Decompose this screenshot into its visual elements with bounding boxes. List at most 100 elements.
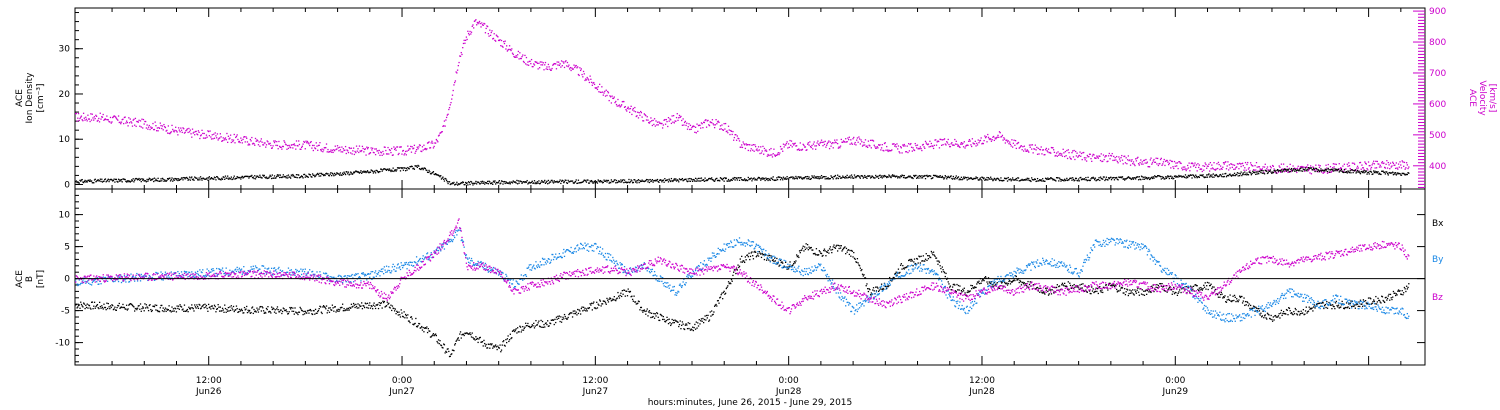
velocity-point: [669, 118, 671, 120]
velocity-point: [504, 40, 506, 42]
density-point: [1216, 174, 1218, 177]
density-point: [957, 176, 960, 178]
density-point: [271, 174, 273, 176]
density-point: [434, 173, 436, 176]
bx-point: [434, 333, 437, 335]
density-point: [1202, 174, 1204, 176]
density-point: [648, 181, 651, 184]
density-point: [1284, 169, 1286, 171]
velocity-point: [1053, 151, 1056, 154]
velocity-point: [1241, 162, 1244, 164]
density-point: [612, 180, 615, 183]
density-point: [496, 181, 498, 184]
density-point: [803, 177, 805, 180]
bx-point: [812, 249, 814, 251]
density-point: [577, 179, 580, 181]
velocity-point: [883, 150, 885, 152]
velocity-point: [453, 84, 455, 86]
density-point: [319, 172, 321, 175]
bx-point: [707, 314, 709, 317]
density-point: [175, 178, 177, 180]
density-point: [872, 175, 874, 178]
density-point: [497, 181, 500, 183]
velocity-point: [203, 132, 205, 135]
density-point: [80, 180, 82, 182]
density-point: [407, 166, 409, 169]
velocity-point: [1274, 171, 1276, 173]
bx-point: [328, 311, 331, 313]
velocity-point: [104, 118, 107, 120]
bx-point: [817, 254, 820, 256]
bx-point: [227, 306, 230, 309]
velocity-point: [940, 138, 942, 141]
density-point: [867, 175, 870, 177]
bx-point: [544, 322, 547, 325]
density-point: [279, 176, 281, 179]
bx-point: [142, 306, 144, 308]
density-point: [188, 176, 191, 178]
bx-point: [392, 307, 394, 309]
density-point: [591, 181, 593, 183]
velocity-point: [1249, 170, 1251, 172]
velocity-point: [1078, 154, 1080, 157]
density-point: [731, 179, 733, 182]
density-point: [666, 179, 668, 181]
bx-point: [177, 307, 179, 310]
density-point: [1160, 178, 1162, 180]
velocity-point: [1326, 172, 1329, 174]
velocity-point: [921, 149, 923, 152]
velocity-point: [863, 141, 865, 144]
density-point: [389, 169, 391, 171]
velocity-point: [699, 124, 701, 127]
density-point: [754, 179, 756, 181]
velocity-point: [596, 87, 598, 89]
density-point: [316, 173, 318, 175]
density-point: [1404, 174, 1406, 176]
density-point: [300, 175, 303, 177]
velocity-point: [946, 142, 949, 144]
velocity-point: [1244, 161, 1247, 164]
density-point: [652, 181, 654, 183]
density-point: [1035, 180, 1037, 183]
density-point: [501, 180, 503, 183]
velocity-point: [1063, 152, 1065, 154]
velocity-point: [785, 144, 787, 146]
density-point: [1314, 170, 1316, 173]
velocity-point: [199, 137, 201, 140]
density-point: [962, 178, 964, 180]
bx-point: [347, 309, 349, 311]
density-point: [158, 180, 161, 183]
velocity-point: [736, 135, 738, 137]
bx-point: [90, 308, 92, 310]
density-point: [1291, 170, 1294, 172]
velocity-point: [92, 117, 94, 119]
density-point: [932, 174, 935, 177]
density-point: [1085, 179, 1088, 181]
velocity-point: [1175, 162, 1177, 164]
density-point: [1361, 170, 1363, 173]
velocity-point: [268, 143, 270, 145]
bx-point: [753, 251, 755, 253]
bx-point: [145, 307, 147, 309]
bx-point: [333, 306, 336, 308]
velocity-point: [538, 67, 541, 69]
bx-point: [298, 311, 301, 313]
velocity-point: [1142, 163, 1144, 165]
velocity-point: [845, 138, 847, 140]
velocity-point: [1074, 158, 1076, 161]
density-point: [360, 170, 362, 172]
velocity-point: [83, 117, 85, 119]
velocity-point: [905, 151, 907, 153]
density-point: [880, 175, 883, 177]
density-point: [1258, 170, 1261, 173]
bx-point: [541, 326, 543, 328]
density-point: [1321, 169, 1324, 171]
velocity-point: [288, 144, 290, 147]
velocity-point: [1381, 161, 1384, 163]
density-point: [1130, 178, 1132, 181]
velocity-point: [845, 141, 848, 143]
velocity-point: [646, 116, 648, 118]
velocity-point: [678, 114, 681, 117]
bx-point: [508, 340, 510, 343]
velocity-point: [289, 147, 292, 149]
